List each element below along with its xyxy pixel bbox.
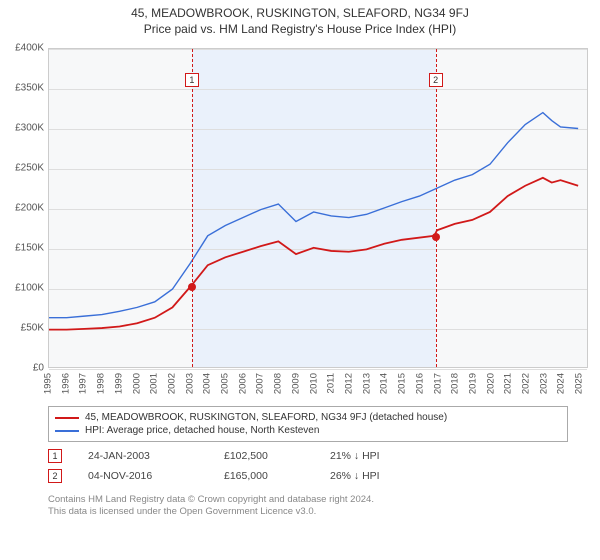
chart-title-address: 45, MEADOWBROOK, RUSKINGTON, SLEAFORD, N…	[0, 6, 600, 20]
sale-marker-box: 1	[185, 73, 199, 87]
y-tick-label: £100K	[2, 283, 44, 294]
x-axis-labels: 1995199619971998199920002001200220032004…	[48, 370, 588, 398]
series-line-hpi	[49, 113, 578, 318]
legend-label: HPI: Average price, detached house, Nort…	[85, 425, 319, 436]
sale-marker-box: 2	[429, 73, 443, 87]
x-tick-label: 2017	[432, 373, 443, 394]
y-tick-label: £350K	[2, 83, 44, 94]
x-tick-label: 2012	[343, 373, 354, 394]
y-tick-label: £200K	[2, 203, 44, 214]
x-tick-label: 1999	[113, 373, 124, 394]
x-tick-label: 1996	[60, 373, 71, 394]
plot-region: 12	[48, 48, 588, 368]
sale-marker-number: 1	[52, 451, 57, 461]
x-tick-label: 2010	[308, 373, 319, 394]
chart-lines-svg	[49, 49, 587, 367]
x-tick-label: 2007	[255, 373, 266, 394]
x-tick-label: 2024	[556, 373, 567, 394]
y-tick-label: £50K	[2, 323, 44, 334]
x-tick-label: 2018	[450, 373, 461, 394]
x-tick-label: 2006	[237, 373, 248, 394]
chart-container: 45, MEADOWBROOK, RUSKINGTON, SLEAFORD, N…	[0, 0, 600, 560]
legend-item-hpi: HPI: Average price, detached house, Nort…	[55, 424, 561, 437]
sale-marker-box: 1	[48, 449, 62, 463]
legend-swatch	[55, 430, 79, 432]
x-tick-label: 2016	[414, 373, 425, 394]
x-tick-label: 2001	[149, 373, 160, 394]
chart-titles: 45, MEADOWBROOK, RUSKINGTON, SLEAFORD, N…	[0, 0, 600, 40]
y-tick-label: £300K	[2, 123, 44, 134]
x-tick-label: 2000	[131, 373, 142, 394]
y-tick-label: £400K	[2, 43, 44, 54]
x-tick-label: 1998	[96, 373, 107, 394]
y-tick-label: £0	[2, 363, 44, 374]
sale-date: 24-JAN-2003	[88, 450, 198, 462]
sales-table: 1 24-JAN-2003 £102,500 21% ↓ HPI 2 04-NO…	[48, 446, 588, 486]
sale-row: 1 24-JAN-2003 £102,500 21% ↓ HPI	[48, 446, 588, 466]
chart-area: 12 1995199619971998199920002001200220032…	[0, 40, 600, 400]
sale-row: 2 04-NOV-2016 £165,000 26% ↓ HPI	[48, 466, 588, 486]
legend-item-property: 45, MEADOWBROOK, RUSKINGTON, SLEAFORD, N…	[55, 411, 561, 424]
sale-hpi-diff: 26% ↓ HPI	[330, 470, 440, 482]
chart-legend: 45, MEADOWBROOK, RUSKINGTON, SLEAFORD, N…	[48, 406, 568, 442]
x-tick-label: 2002	[166, 373, 177, 394]
x-tick-label: 2014	[379, 373, 390, 394]
sale-marker-box: 2	[48, 469, 62, 483]
sale-marker-dashline	[436, 49, 437, 367]
footer-attribution: Contains HM Land Registry data © Crown c…	[48, 494, 588, 519]
x-tick-label: 2004	[202, 373, 213, 394]
chart-subtitle: Price paid vs. HM Land Registry's House …	[0, 22, 600, 36]
sale-marker-number: 2	[52, 471, 57, 481]
sale-marker-dashline	[192, 49, 193, 367]
x-tick-label: 2009	[290, 373, 301, 394]
sale-price: £165,000	[224, 470, 304, 482]
x-tick-label: 2022	[521, 373, 532, 394]
series-line-property	[49, 178, 578, 330]
sale-marker-dot	[432, 233, 440, 241]
x-tick-label: 1995	[43, 373, 54, 394]
sale-date: 04-NOV-2016	[88, 470, 198, 482]
x-tick-label: 2023	[538, 373, 549, 394]
x-tick-label: 2025	[574, 373, 585, 394]
x-tick-label: 1997	[78, 373, 89, 394]
x-tick-label: 2003	[184, 373, 195, 394]
x-tick-label: 2019	[467, 373, 478, 394]
y-tick-label: £250K	[2, 163, 44, 174]
x-tick-label: 2011	[326, 373, 337, 393]
x-tick-label: 2013	[361, 373, 372, 394]
x-tick-label: 2008	[273, 373, 284, 394]
y-tick-label: £150K	[2, 243, 44, 254]
footer-line: Contains HM Land Registry data © Crown c…	[48, 494, 588, 506]
sale-price: £102,500	[224, 450, 304, 462]
legend-label: 45, MEADOWBROOK, RUSKINGTON, SLEAFORD, N…	[85, 412, 447, 423]
sale-marker-dot	[188, 283, 196, 291]
x-tick-label: 2005	[220, 373, 231, 394]
sale-hpi-diff: 21% ↓ HPI	[330, 450, 440, 462]
legend-swatch	[55, 417, 79, 419]
footer-line: This data is licensed under the Open Gov…	[48, 506, 588, 518]
x-tick-label: 2020	[485, 373, 496, 394]
x-tick-label: 2021	[503, 373, 514, 394]
x-tick-label: 2015	[397, 373, 408, 394]
